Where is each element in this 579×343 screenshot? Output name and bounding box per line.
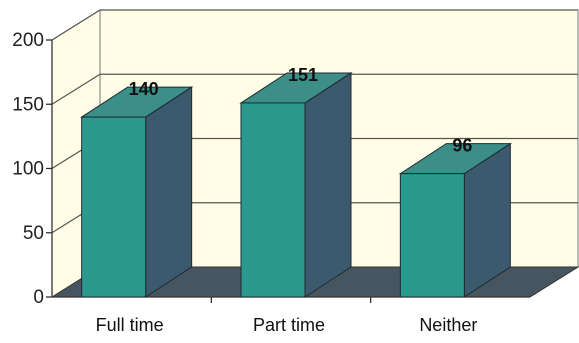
y-tick-label: 200 xyxy=(12,30,44,51)
y-tick-label: 0 xyxy=(33,287,44,308)
y-tick-label: 150 xyxy=(12,94,44,115)
bars xyxy=(79,72,513,298)
category-label: Full time xyxy=(96,315,164,335)
data-label: 140 xyxy=(129,79,159,99)
data-label: 96 xyxy=(452,136,472,156)
bar-front xyxy=(240,102,306,298)
bar-front xyxy=(399,173,465,298)
bar-part-time xyxy=(239,72,353,298)
labels: 140 Full time 151 Part time 96 Neither xyxy=(96,65,478,335)
gridline xyxy=(51,9,101,41)
bar-full-time xyxy=(79,86,194,298)
bar-neither xyxy=(398,142,513,298)
data-label: 151 xyxy=(288,65,318,85)
y-tick-label: 50 xyxy=(23,223,44,244)
bar-side xyxy=(304,72,352,298)
bar-side xyxy=(145,86,193,298)
bar-front xyxy=(81,116,147,298)
y-tick-label: 100 xyxy=(12,159,44,180)
category-label: Neither xyxy=(419,315,477,335)
category-label: Part time xyxy=(253,315,325,335)
gridline xyxy=(51,73,101,105)
